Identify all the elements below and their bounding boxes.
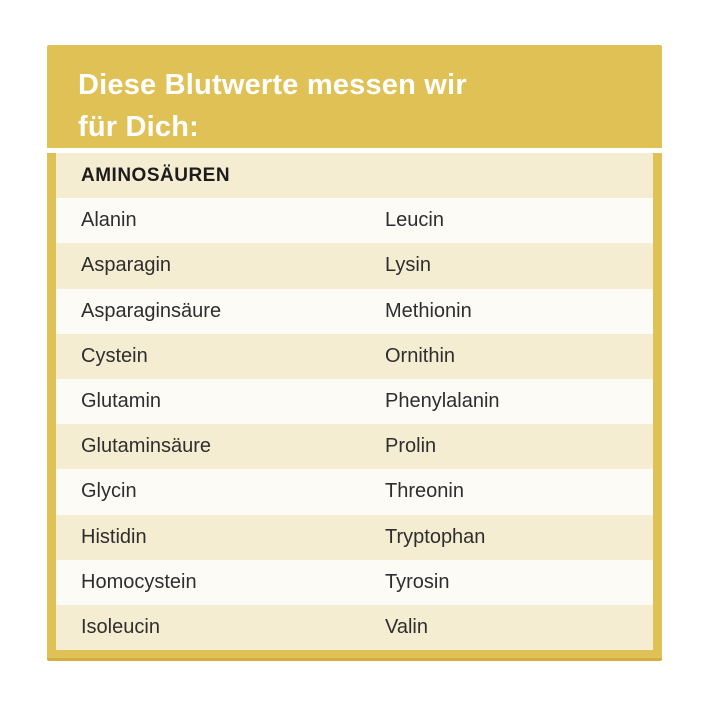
table-frame: AMINOSÄUREN Alanin Leucin Asparagin Lysi… <box>47 153 662 658</box>
infographic-card: Diese Blutwerte messen wir für Dich: AMI… <box>47 45 662 661</box>
amino-acid-name-right: Leucin <box>385 209 444 232</box>
amino-acid-name-left: Isoleucin <box>81 615 160 638</box>
header-divider <box>47 148 662 153</box>
table-row: Glycin Threonin <box>56 469 653 515</box>
table-row: Isoleucin Valin <box>56 604 653 650</box>
amino-acid-name-left: Cystein <box>81 344 148 367</box>
amino-acids-table: AMINOSÄUREN Alanin Leucin Asparagin Lysi… <box>56 153 653 650</box>
table-row: Cystein Ornithin <box>56 333 653 379</box>
amino-acid-name-left: Histidin <box>81 525 147 548</box>
amino-acid-name-right: Lysin <box>385 254 431 277</box>
amino-acid-name-right: Ornithin <box>385 344 456 367</box>
amino-acid-name-left: Glutamin <box>81 390 162 413</box>
card-header: Diese Blutwerte messen wir für Dich: <box>47 45 662 148</box>
amino-acid-name-left: Glutaminsäure <box>81 435 212 458</box>
amino-acid-name-left: Alanin <box>81 209 137 232</box>
amino-acid-name-left: Glycin <box>81 480 137 503</box>
table-row: Asparagin Lysin <box>56 243 653 289</box>
amino-acid-name-right: Threonin <box>385 480 464 503</box>
table-row: Homocystein Tyrosin <box>56 559 653 605</box>
card-title: Diese Blutwerte messen wir für Dich: <box>78 64 634 148</box>
table-section-header-row: AMINOSÄUREN <box>56 153 653 199</box>
table-section-title: AMINOSÄUREN <box>81 164 231 186</box>
table-row: Glutaminsäure Prolin <box>56 424 653 470</box>
amino-acid-name-left: Asparagin <box>81 254 172 277</box>
table-row: Asparaginsäure Methionin <box>56 288 653 334</box>
table-row: Histidin Tryptophan <box>56 514 653 560</box>
table-row: Alanin Leucin <box>56 198 653 244</box>
table-row: Glutamin Phenylalanin <box>56 378 653 425</box>
amino-acid-name-left: Homocystein <box>81 570 197 593</box>
amino-acid-name-right: Tyrosin <box>385 570 450 593</box>
amino-acid-name-right: Phenylalanin <box>385 390 500 413</box>
card-title-line-1: Diese Blutwerte messen wir <box>78 69 467 101</box>
amino-acid-name-right: Methionin <box>385 299 472 322</box>
amino-acid-name-left: Asparaginsäure <box>81 299 222 322</box>
amino-acid-name-right: Valin <box>385 615 428 638</box>
amino-acid-name-right: Tryptophan <box>385 525 486 548</box>
amino-acid-name-right: Prolin <box>385 435 437 458</box>
card-title-line-2: für Dich: <box>78 111 200 143</box>
